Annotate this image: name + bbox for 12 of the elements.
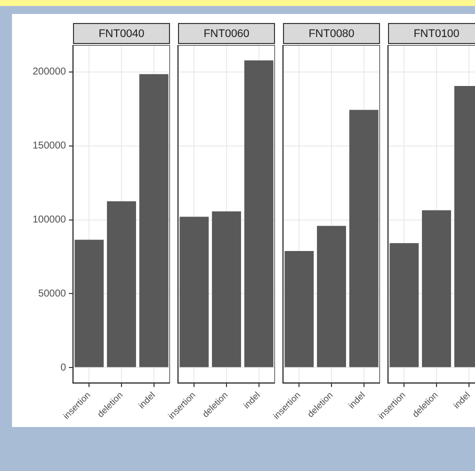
chart-title: FNT0080 (283, 23, 380, 44)
chart-title: FNT0040 (73, 23, 170, 44)
y-tick-label: 0 (60, 362, 66, 374)
y-tick-label: 100000 (32, 214, 66, 226)
bar (106, 201, 136, 368)
y-tick-label: 50000 (38, 288, 66, 300)
y-tick-label: 200000 (32, 66, 66, 78)
y-tick-label: 150000 (32, 140, 66, 152)
chart-title: FNT0100 (388, 23, 475, 44)
bar (74, 240, 104, 368)
chart-title: FNT0060 (178, 23, 275, 44)
bar (139, 74, 168, 368)
